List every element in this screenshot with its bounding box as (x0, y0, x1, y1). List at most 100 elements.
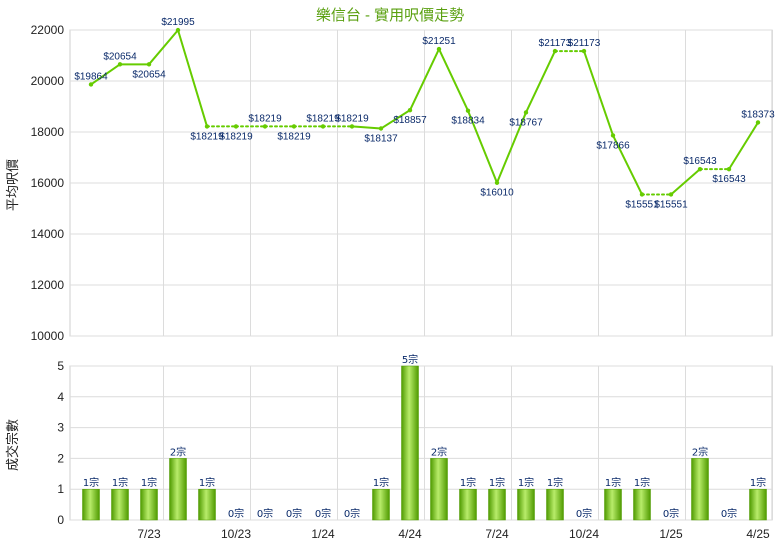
count-bar-label: 1宗 (83, 476, 99, 489)
count-bar (633, 488, 651, 521)
count-tick-label: 2 (57, 451, 64, 465)
price-point-label: $15551 (654, 199, 688, 210)
price-point (552, 48, 558, 54)
x-tick-label: 10/23 (221, 527, 251, 541)
x-tick-label: 10/24 (569, 527, 599, 541)
x-tick-label: 7/23 (137, 527, 161, 541)
price-axis-label: 平均呎價 (6, 159, 21, 211)
price-point-label: $18219 (277, 131, 311, 142)
price-point (407, 107, 413, 113)
price-line-segment (467, 109, 498, 184)
price-point-label: $18219 (219, 131, 253, 142)
count-bar (517, 488, 535, 521)
count-bar-label: 1宗 (605, 476, 621, 489)
grid-layer (69, 29, 773, 521)
count-bar-label: 0宗 (663, 507, 679, 520)
count-bar-label: 0宗 (257, 507, 273, 520)
price-point (639, 192, 645, 197)
price-point (320, 124, 326, 129)
count-bar-label: 1宗 (373, 476, 389, 489)
count-bar (198, 488, 216, 521)
price-point (204, 124, 210, 129)
price-line-segment (438, 48, 469, 112)
count-bar-label: 2宗 (692, 445, 708, 458)
count-bar-label: 2宗 (170, 445, 186, 458)
count-bar-label: 0宗 (576, 507, 592, 520)
price-point-label: $18219 (306, 113, 340, 124)
count-bar-label: 1宗 (460, 476, 476, 489)
price-line-segment (380, 109, 411, 130)
price-point-label: $16543 (683, 156, 717, 167)
price-point (349, 124, 355, 129)
x-tick-label: 4/25 (746, 527, 770, 541)
count-bar (691, 458, 709, 521)
price-point-label: $18767 (509, 117, 543, 128)
bars-layer (82, 365, 767, 521)
count-bar (169, 458, 187, 521)
price-tick-label: 10000 (31, 329, 65, 343)
count-bar-label: 1宗 (634, 476, 650, 489)
price-point-label: $21251 (422, 36, 456, 47)
price-point (697, 166, 703, 172)
price-point-label: $21995 (161, 17, 195, 28)
count-bar-label: 0宗 (721, 507, 737, 520)
price-point-label: $19864 (74, 71, 108, 82)
price-point-label: $16010 (480, 188, 514, 199)
count-bar (82, 488, 100, 521)
price-line-segment (612, 134, 643, 196)
count-bar (546, 488, 564, 521)
price-point (610, 133, 616, 138)
count-bar-label: 1宗 (750, 476, 766, 489)
count-bar-label: 0宗 (344, 507, 360, 520)
price-point (755, 120, 761, 125)
count-axis-label: 成交宗數 (5, 419, 21, 471)
price-point-label: $17866 (596, 140, 630, 151)
count-bar-label: 5宗 (402, 353, 418, 366)
x-tick-label: 1/25 (659, 527, 683, 541)
price-point-label: $18857 (393, 115, 427, 126)
price-tick-label: 12000 (31, 278, 65, 292)
count-bar-label: 1宗 (489, 476, 505, 489)
price-point-label: $18219 (248, 113, 282, 124)
price-line-segment (177, 29, 208, 128)
count-tick-label: 0 (57, 513, 64, 527)
line-layer (88, 27, 761, 197)
count-tick-label: 3 (57, 421, 64, 435)
count-bar-label: 0宗 (228, 507, 244, 520)
price-point-label: $18137 (364, 134, 398, 145)
chart-title: 樂信台 - 實用呎價走勢 (316, 6, 464, 24)
price-point (291, 124, 297, 129)
price-point (146, 62, 152, 67)
count-bar (749, 488, 767, 521)
x-tick-label: 7/24 (485, 527, 509, 541)
price-point-label: $21173 (539, 38, 572, 49)
count-bar-label: 1宗 (199, 476, 215, 489)
price-tick-label: 16000 (31, 176, 65, 190)
count-bar-label: 1宗 (112, 476, 128, 489)
price-line-segment (351, 125, 382, 130)
count-bar-label: 1宗 (518, 476, 534, 489)
price-line-segment (583, 50, 614, 137)
price-point-label: $20654 (132, 69, 166, 80)
count-bar-label: 1宗 (141, 476, 157, 489)
price-point (668, 192, 674, 197)
price-point (726, 166, 732, 172)
price-tick-label: 22000 (31, 23, 65, 37)
count-bar (604, 488, 622, 521)
price-point-label: $18219 (190, 131, 224, 142)
count-bar (111, 488, 129, 521)
count-bar (459, 488, 477, 521)
price-point-label: $18834 (451, 116, 485, 127)
x-tick-label: 4/24 (398, 527, 422, 541)
price-point (494, 180, 500, 185)
count-bar (140, 488, 158, 521)
count-bar-label: 0宗 (315, 507, 331, 520)
price-tick-label: 20000 (31, 74, 65, 88)
count-bar-label: 1宗 (547, 476, 563, 489)
x-tick-label: 1/24 (311, 527, 335, 541)
count-tick-label: 5 (57, 359, 64, 373)
price-point-label: $21173 (568, 38, 601, 49)
price-point-label: $16543 (712, 174, 746, 185)
price-point-label: $18219 (335, 113, 369, 124)
